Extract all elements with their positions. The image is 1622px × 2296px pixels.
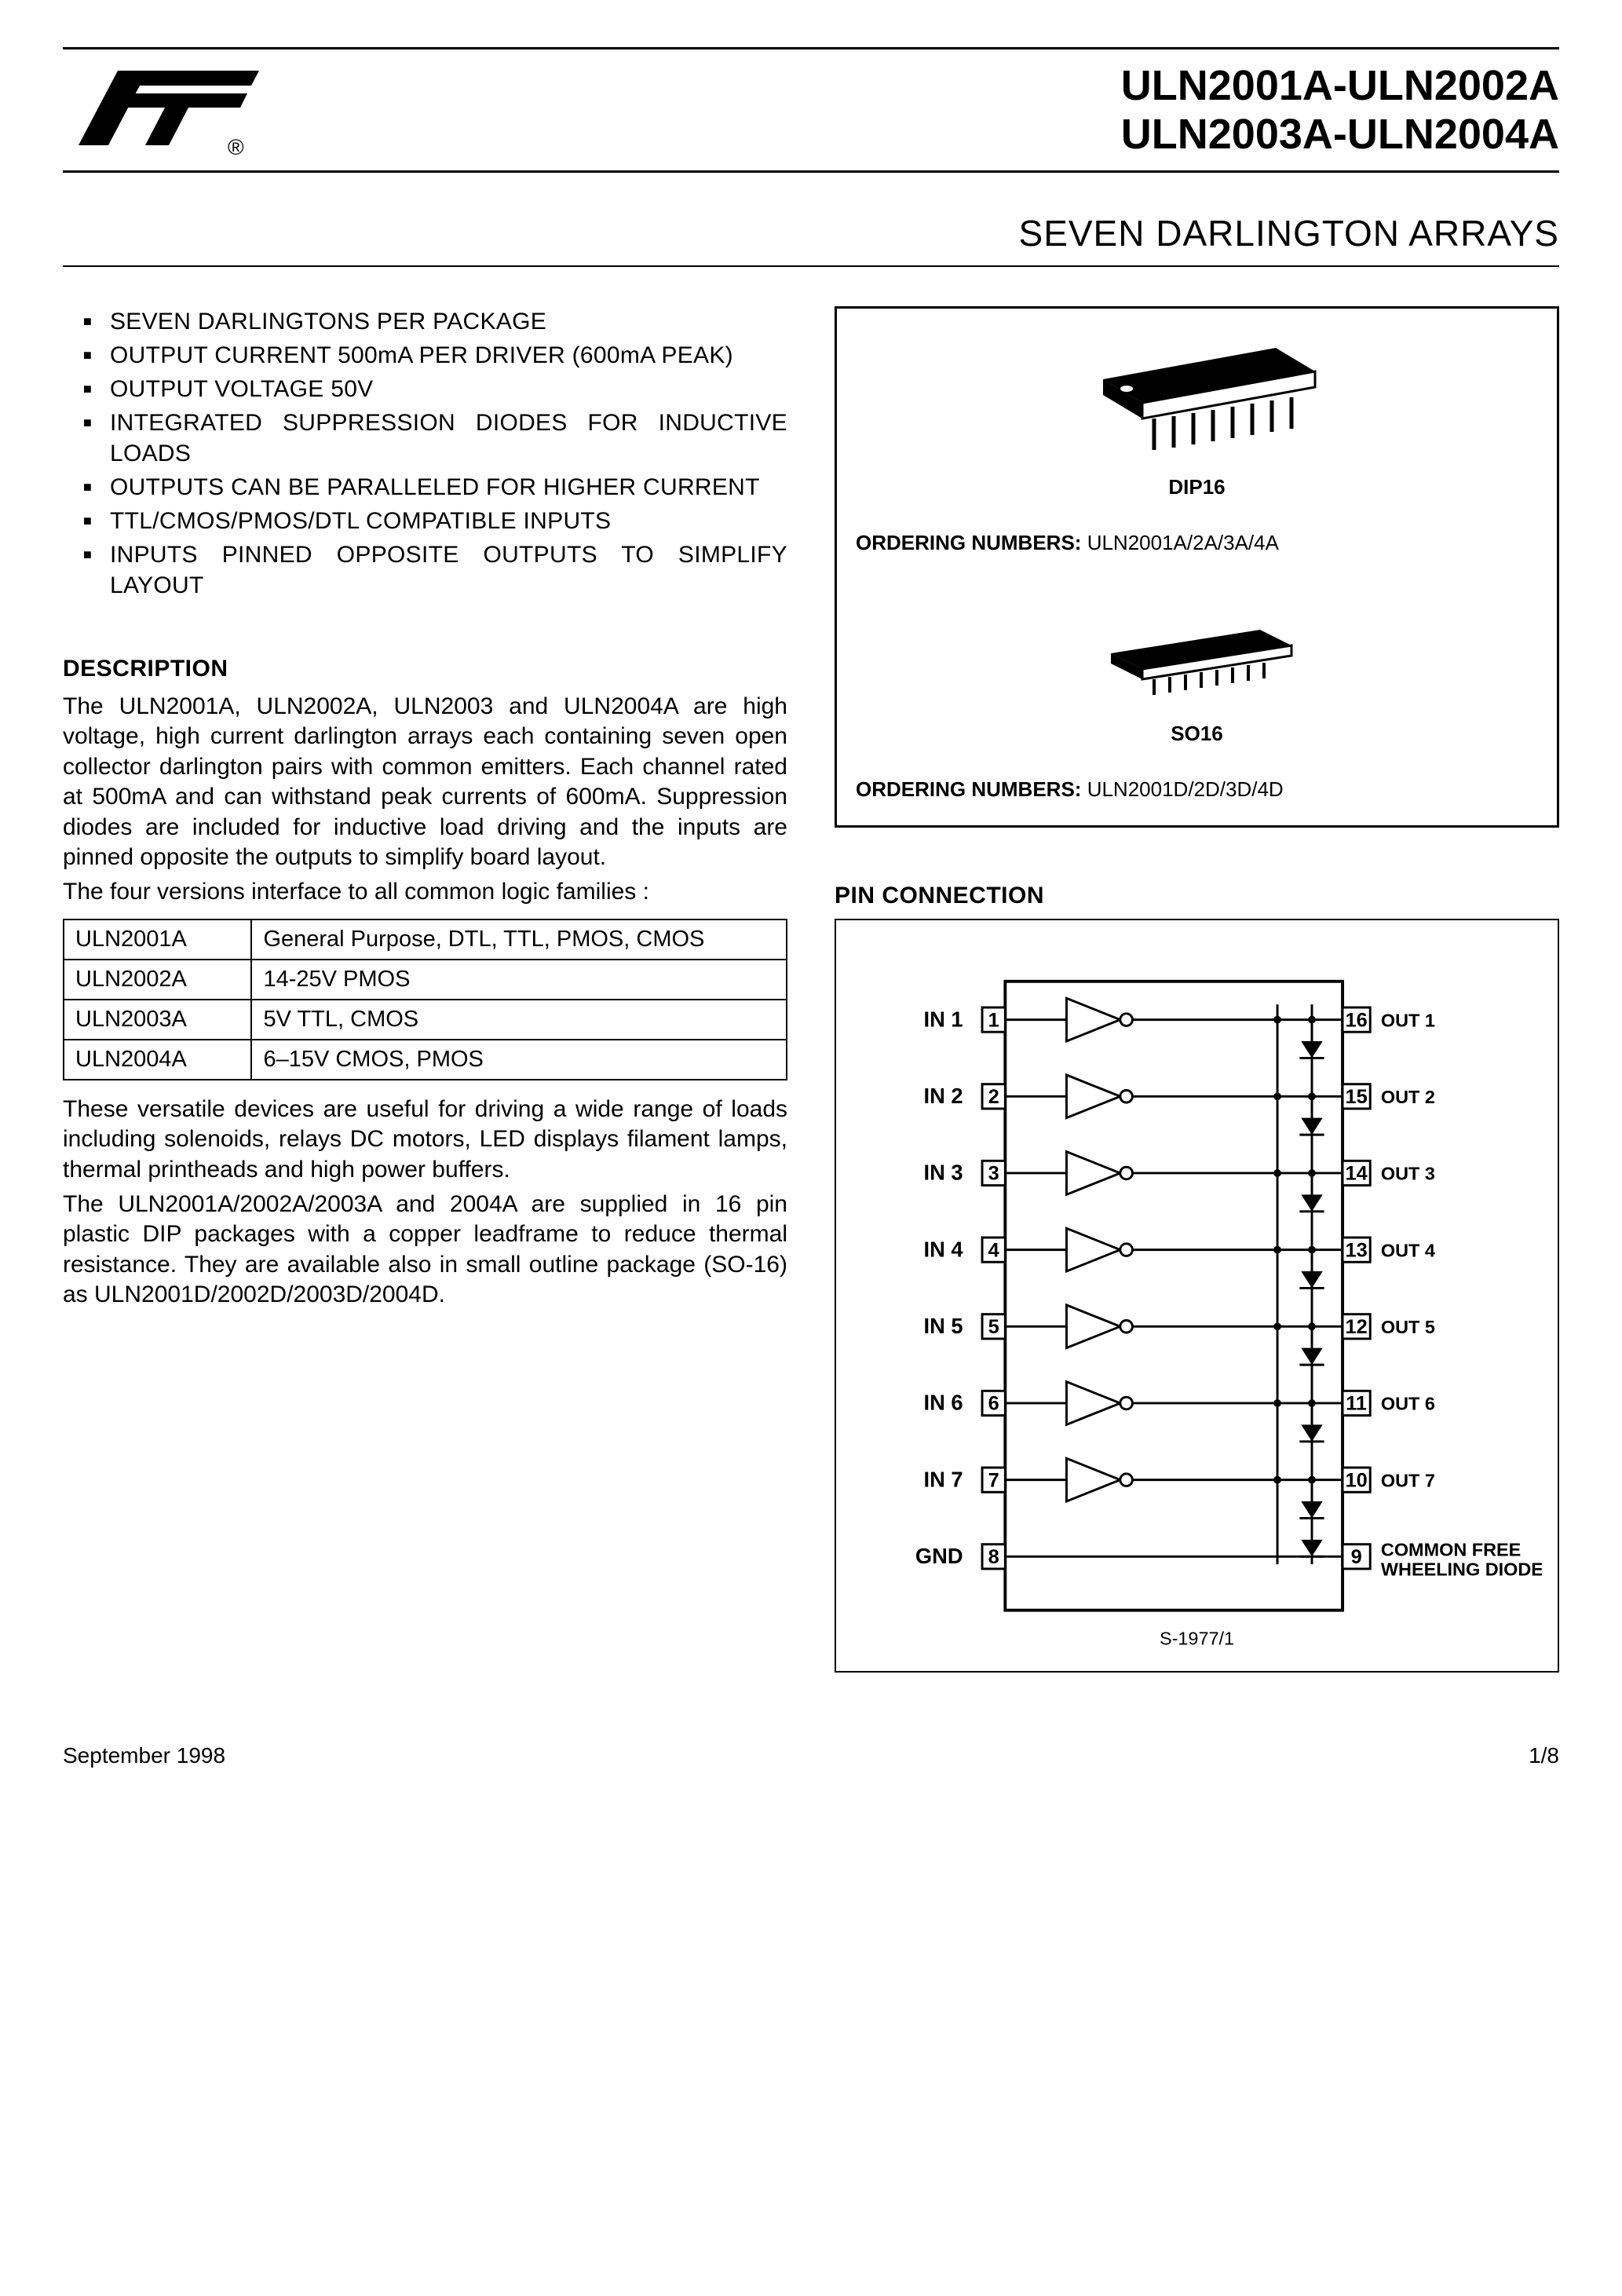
svg-text:16: 16 bbox=[1346, 1009, 1368, 1031]
subtitle: SEVEN DARLINGTON ARRAYS bbox=[63, 173, 1559, 267]
compat-part: ULN2003A bbox=[64, 1000, 251, 1040]
svg-text:IN 7: IN 7 bbox=[923, 1467, 963, 1491]
description-section: DESCRIPTION The ULN2001A, ULN2002A, ULN2… bbox=[63, 656, 787, 1310]
compat-desc: 5V TTL, CMOS bbox=[251, 1000, 787, 1040]
footer: September 1998 1/8 bbox=[63, 1673, 1559, 1768]
svg-text:OUT 1: OUT 1 bbox=[1381, 1010, 1435, 1030]
svg-text:OUT 7: OUT 7 bbox=[1381, 1470, 1435, 1490]
part-numbers: ULN2001A-ULN2002A ULN2003A-ULN2004A bbox=[1121, 61, 1559, 159]
content-two-col: SEVEN DARLINGTONS PER PACKAGE OUTPUT CUR… bbox=[63, 306, 1559, 1673]
svg-text:IN 1: IN 1 bbox=[923, 1007, 963, 1031]
feature-item: OUTPUT VOLTAGE 50V bbox=[110, 374, 787, 404]
pin-diagram-svg: 1 IN 1 16 OUT 1 2 IN 2 15 OUT 2 3 IN 3 14 OUT 3 4 IN … bbox=[852, 944, 1542, 1663]
compat-part: ULN2002A bbox=[64, 960, 251, 1000]
right-column: DIP16 ORDERING NUMBERS: ULN2001A/2A/3A/4… bbox=[835, 306, 1559, 1673]
description-p4: The ULN2001A/2002A/2003A and 2004A are s… bbox=[63, 1190, 787, 1311]
svg-text:9: 9 bbox=[1351, 1546, 1362, 1568]
svg-text:®: ® bbox=[228, 135, 244, 159]
svg-text:IN 3: IN 3 bbox=[923, 1161, 963, 1185]
ordering-label: ORDERING NUMBERS: bbox=[856, 531, 1081, 554]
svg-text:COMMON FREE: COMMON FREE bbox=[1381, 1539, 1521, 1559]
svg-text:OUT 4: OUT 4 bbox=[1381, 1240, 1435, 1260]
part-line-2: ULN2003A-ULN2004A bbox=[1121, 110, 1559, 159]
st-logo-svg: ® bbox=[63, 59, 267, 161]
svg-text:4: 4 bbox=[988, 1239, 999, 1261]
svg-text:GND: GND bbox=[915, 1544, 963, 1568]
svg-text:OUT 6: OUT 6 bbox=[1381, 1394, 1435, 1414]
table-row: ULN2004A 6–15V CMOS, PMOS bbox=[64, 1040, 787, 1080]
svg-text:10: 10 bbox=[1346, 1469, 1368, 1491]
svg-text:WHEELING DIODES: WHEELING DIODES bbox=[1381, 1559, 1542, 1580]
so-name: SO16 bbox=[853, 722, 1541, 746]
footer-date: September 1998 bbox=[63, 1743, 225, 1768]
ordering-value: ULN2001D/2D/3D/4D bbox=[1087, 777, 1284, 801]
table-row: ULN2001A General Purpose, DTL, TTL, PMOS… bbox=[64, 919, 787, 960]
svg-text:IN 5: IN 5 bbox=[923, 1314, 963, 1338]
dip-name: DIP16 bbox=[853, 475, 1541, 499]
svg-text:7: 7 bbox=[988, 1469, 999, 1491]
package-so: SO16 bbox=[853, 610, 1541, 746]
svg-text:1: 1 bbox=[988, 1009, 999, 1031]
svg-text:OUT 5: OUT 5 bbox=[1381, 1317, 1435, 1337]
svg-text:15: 15 bbox=[1346, 1086, 1368, 1108]
footer-page: 1/8 bbox=[1529, 1743, 1559, 1768]
left-column: SEVEN DARLINGTONS PER PACKAGE OUTPUT CUR… bbox=[63, 306, 787, 1673]
feature-item: SEVEN DARLINGTONS PER PACKAGE bbox=[110, 306, 787, 337]
feature-list: SEVEN DARLINGTONS PER PACKAGE OUTPUT CUR… bbox=[63, 306, 787, 601]
description-p3: These versatile devices are useful for d… bbox=[63, 1095, 787, 1185]
ordering-label: ORDERING NUMBERS: bbox=[856, 777, 1081, 801]
svg-text:5: 5 bbox=[988, 1316, 999, 1338]
header-row: ® ULN2001A-ULN2002A ULN2003A-ULN2004A bbox=[63, 53, 1559, 173]
feature-item: INTEGRATED SUPPRESSION DIODES FOR INDUCT… bbox=[110, 408, 787, 469]
svg-text:IN 2: IN 2 bbox=[923, 1084, 963, 1108]
svg-text:S-1977/1: S-1977/1 bbox=[1160, 1629, 1234, 1649]
svg-text:IN 6: IN 6 bbox=[923, 1391, 963, 1415]
st-logo: ® bbox=[63, 59, 267, 161]
package-dip: DIP16 bbox=[853, 332, 1541, 499]
svg-text:13: 13 bbox=[1346, 1239, 1368, 1261]
ordering-value: ULN2001A/2A/3A/4A bbox=[1087, 531, 1279, 554]
feature-item: OUTPUTS CAN BE PARALLELED FOR HIGHER CUR… bbox=[110, 472, 787, 503]
compat-desc: General Purpose, DTL, TTL, PMOS, CMOS bbox=[251, 919, 787, 960]
pin-diagram: 1 IN 1 16 OUT 1 2 IN 2 15 OUT 2 3 IN 3 14 OUT 3 4 IN … bbox=[835, 919, 1559, 1673]
svg-text:11: 11 bbox=[1346, 1393, 1367, 1415]
so16-icon bbox=[1080, 610, 1315, 712]
svg-text:8: 8 bbox=[988, 1546, 999, 1568]
svg-text:12: 12 bbox=[1346, 1316, 1368, 1338]
compat-table: ULN2001A General Purpose, DTL, TTL, PMOS… bbox=[63, 919, 787, 1080]
package-box: DIP16 ORDERING NUMBERS: ULN2001A/2A/3A/4… bbox=[835, 306, 1559, 828]
svg-text:2: 2 bbox=[988, 1086, 999, 1108]
svg-text:OUT 3: OUT 3 bbox=[1381, 1164, 1435, 1184]
top-rule bbox=[63, 47, 1559, 49]
compat-desc: 14-25V PMOS bbox=[251, 960, 787, 1000]
description-p2: The four versions interface to all commo… bbox=[63, 877, 787, 907]
dip-ordering: ORDERING NUMBERS: ULN2001A/2A/3A/4A bbox=[853, 531, 1541, 555]
description-p1: The ULN2001A, ULN2002A, ULN2003 and ULN2… bbox=[63, 692, 787, 872]
feature-item: INPUTS PINNED OPPOSITE OUTPUTS TO SIMPLI… bbox=[110, 539, 787, 601]
feature-item: TTL/CMOS/PMOS/DTL COMPATIBLE INPUTS bbox=[110, 506, 787, 536]
compat-part: ULN2004A bbox=[64, 1040, 251, 1080]
so-ordering: ORDERING NUMBERS: ULN2001D/2D/3D/4D bbox=[853, 777, 1541, 802]
table-row: ULN2003A 5V TTL, CMOS bbox=[64, 1000, 787, 1040]
svg-text:IN 4: IN 4 bbox=[923, 1237, 963, 1261]
part-line-1: ULN2001A-ULN2002A bbox=[1121, 61, 1559, 110]
svg-text:14: 14 bbox=[1346, 1163, 1368, 1185]
svg-text:OUT 2: OUT 2 bbox=[1381, 1087, 1435, 1107]
svg-text:3: 3 bbox=[988, 1163, 999, 1185]
pin-connection-title: PIN CONNECTION bbox=[835, 883, 1559, 909]
table-row: ULN2002A 14-25V PMOS bbox=[64, 960, 787, 1000]
compat-desc: 6–15V CMOS, PMOS bbox=[251, 1040, 787, 1080]
svg-text:6: 6 bbox=[988, 1393, 999, 1415]
description-title: DESCRIPTION bbox=[63, 656, 787, 682]
compat-part: ULN2001A bbox=[64, 919, 251, 960]
feature-item: OUTPUT CURRENT 500mA PER DRIVER (600mA P… bbox=[110, 340, 787, 371]
dip16-icon bbox=[1056, 332, 1339, 466]
